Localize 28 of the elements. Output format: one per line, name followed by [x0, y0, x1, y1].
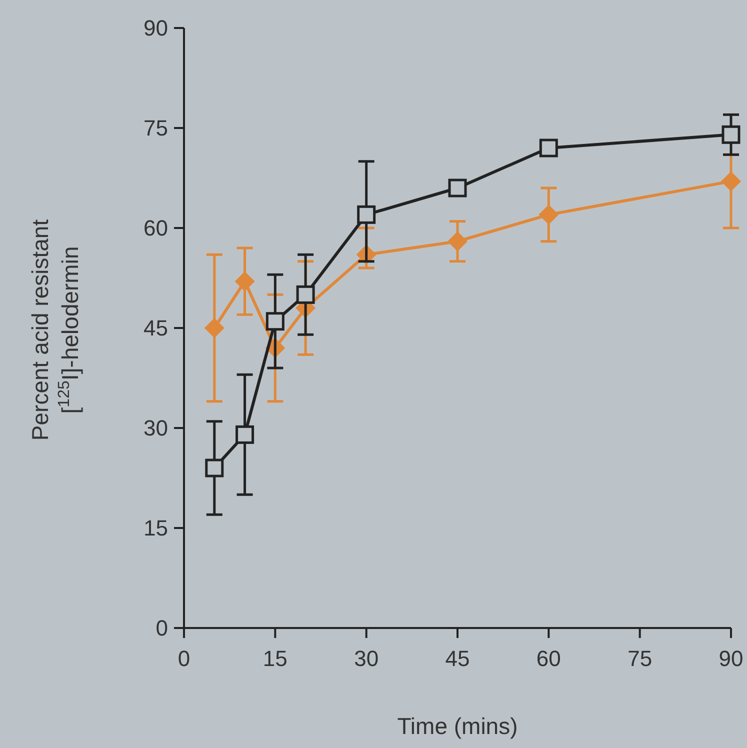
y-tick-label: 90: [144, 16, 168, 41]
x-tick-label: 30: [354, 646, 379, 671]
y-tick-label: 60: [144, 216, 168, 241]
y-tick-label: 0: [156, 616, 168, 641]
point: [448, 231, 468, 252]
point: [236, 425, 254, 444]
point: [234, 271, 255, 292]
point: [204, 318, 224, 338]
point: [539, 138, 558, 158]
point: [357, 205, 376, 224]
point: [722, 125, 740, 144]
x-tick-label: 60: [536, 646, 561, 671]
x-axis-title: Time (mins): [397, 713, 518, 739]
y-tick-label: 15: [144, 516, 168, 541]
point: [538, 204, 559, 225]
point: [296, 285, 315, 304]
y-tick-label: 30: [144, 416, 168, 441]
x-tick-label: 0: [178, 646, 190, 671]
point: [448, 178, 467, 198]
point: [721, 171, 741, 192]
y-tick-label: 45: [144, 316, 168, 341]
y-tick-label: 75: [144, 116, 168, 141]
point: [266, 312, 284, 331]
point: [205, 458, 224, 478]
x-tick-label: 15: [262, 646, 288, 671]
x-tick-label: 45: [445, 646, 470, 671]
x-tick-label: 90: [718, 646, 744, 671]
x-tick-label: 75: [628, 646, 652, 671]
